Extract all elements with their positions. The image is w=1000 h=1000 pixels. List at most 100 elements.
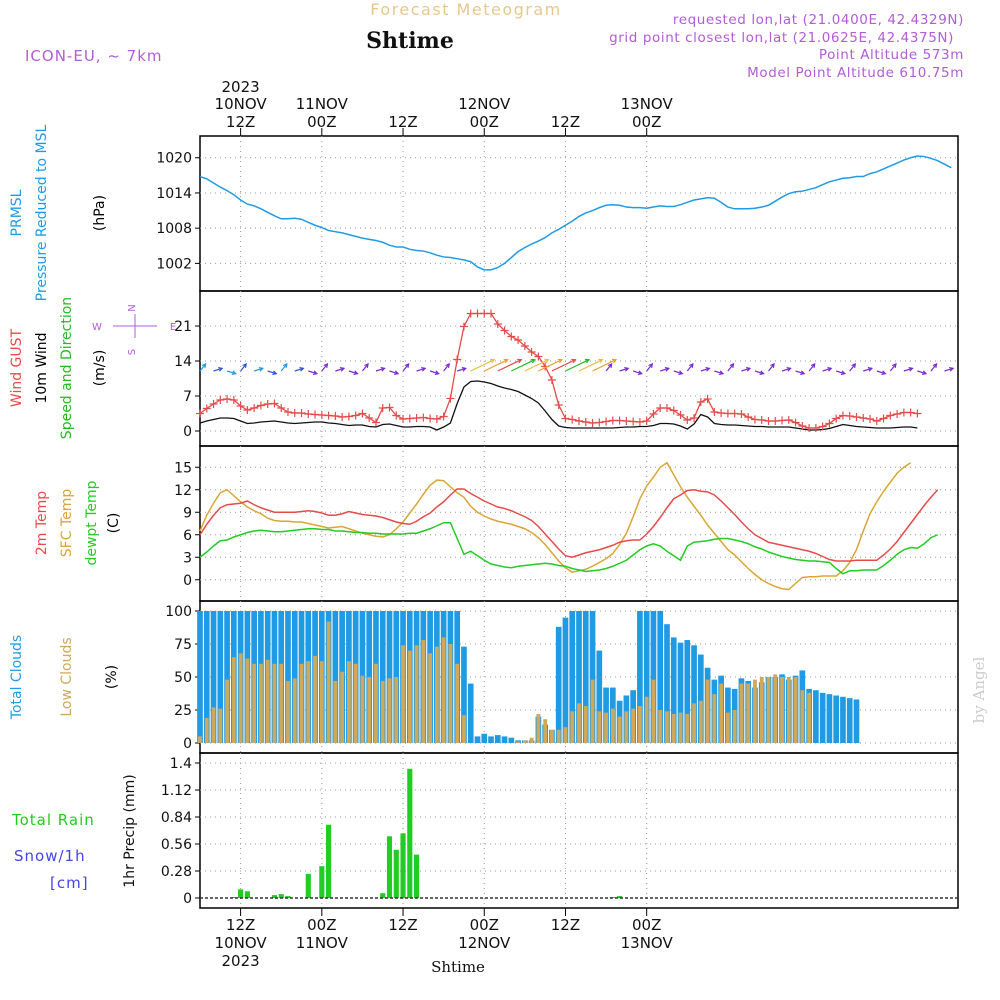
gust-marker — [764, 417, 773, 425]
low-cloud-bar — [563, 727, 568, 743]
gust-marker — [459, 322, 468, 331]
gust-marker — [270, 399, 279, 408]
gust-marker — [879, 414, 888, 423]
wind-direction-arrow — [727, 363, 734, 372]
y-tick-label: 0 — [183, 424, 192, 440]
info-line-1: requested lon,lat (21.0400E, 42.4329N) — [673, 12, 964, 28]
low-cloud-bar — [786, 677, 791, 743]
rain-bar — [413, 854, 420, 898]
low-cloud-bar — [299, 663, 304, 743]
wind-arrow-head — [353, 370, 359, 376]
gust-marker — [277, 404, 286, 412]
gust-marker — [480, 309, 489, 318]
gust-marker — [338, 413, 347, 421]
low-cloud-bar — [346, 661, 351, 743]
low-cloud-bar — [597, 711, 602, 743]
low-cloud-bar — [638, 706, 642, 743]
panel-clouds: 0 25 50 75 100 Total Clouds Low Clouds (%) — [9, 600, 959, 754]
gust-marker — [493, 320, 502, 328]
compass-north: N — [127, 304, 138, 311]
gust-marker — [866, 415, 875, 423]
wind-arrow-head — [404, 362, 410, 368]
low-cloud-bar — [678, 712, 683, 743]
wind-direction-arrow — [795, 370, 805, 375]
y-tick-label: 0.28 — [161, 864, 192, 880]
low-cloud-bar — [604, 712, 608, 743]
low-cloud-bar — [759, 677, 764, 743]
y-tick-label: 0 — [183, 573, 192, 589]
y-tick-label: 0.56 — [161, 837, 192, 853]
gust-marker — [676, 411, 685, 419]
low-cloud-bar — [448, 644, 453, 743]
total-cloud-bar — [657, 611, 664, 743]
wind-direction-arrow — [944, 367, 954, 372]
gust-marker — [730, 409, 739, 418]
gust-marker — [771, 417, 780, 425]
total-cloud-bar — [664, 624, 670, 743]
total-cloud-bar — [589, 611, 596, 743]
total-cloud-bar — [210, 611, 217, 743]
low-cloud-bar — [617, 716, 622, 743]
wind-direction-arrow — [199, 363, 207, 372]
low-cloud-bar — [692, 703, 696, 743]
gust-marker — [818, 422, 827, 431]
low-cloud-bar — [380, 680, 385, 743]
gust-marker — [757, 416, 766, 424]
bottom-tick-hour: 12Z — [551, 916, 580, 934]
gust-marker — [825, 419, 834, 428]
low-cloud-bar — [204, 717, 209, 743]
panel-label: (C) — [106, 513, 122, 534]
rain-bar — [326, 824, 332, 898]
low-cloud-bar — [570, 711, 575, 743]
panel-label: (m/s) — [92, 350, 108, 387]
wind-direction-arrow — [267, 370, 277, 375]
wind-direction-arrow — [930, 363, 937, 372]
gust-marker — [344, 412, 353, 421]
gust-marker — [311, 410, 320, 419]
total-cloud-bar — [819, 692, 826, 743]
wind-arrow-head — [461, 366, 467, 372]
gust-marker — [852, 413, 861, 421]
low-cloud-bar — [367, 677, 372, 743]
low-cloud-bar — [773, 674, 778, 743]
low-cloud-bar — [313, 655, 317, 743]
low-cloud-bar — [306, 661, 311, 743]
low-cloud-bar — [719, 683, 724, 743]
gust-marker — [534, 352, 543, 361]
wind-direction-arrow — [849, 363, 856, 372]
wind-arrow-head — [434, 370, 440, 376]
low-cloud-bar — [279, 663, 284, 743]
wind-arrow-head — [394, 370, 400, 376]
gust-marker — [845, 412, 854, 420]
wind-direction-arrow — [470, 359, 495, 372]
total-cloud-bar — [691, 645, 697, 743]
wind-direction-arrow — [863, 367, 873, 372]
gust-marker — [811, 424, 820, 432]
wind-direction-arrow — [917, 370, 927, 375]
low-cloud-bar — [421, 640, 426, 743]
total-cloud-bar — [840, 696, 846, 743]
low-cloud-bar — [624, 711, 629, 743]
wind-direction-arrow — [348, 370, 358, 375]
bottom-tick-date: 13NOV — [621, 934, 674, 952]
wind-direction-arrow — [646, 363, 653, 372]
low-cloud-bar — [658, 710, 663, 743]
total-cloud-bar — [569, 611, 576, 743]
gust-marker — [514, 336, 523, 344]
low-cloud-bar — [238, 653, 243, 743]
total-cloud-bar — [826, 694, 833, 743]
series-line-sfc_temp — [199, 461, 912, 591]
low-cloud-bar — [550, 729, 554, 743]
y-tick-label: 50 — [174, 670, 192, 686]
low-cloud-bar — [231, 657, 236, 743]
gust-marker — [256, 401, 265, 410]
gust-marker — [243, 406, 252, 414]
gust-marker — [304, 410, 313, 418]
y-tick-label: 21 — [174, 319, 192, 335]
low-cloud-bar — [245, 658, 250, 743]
y-tick-label: 75 — [174, 637, 192, 653]
top-tick-hour: 00Z — [632, 113, 661, 131]
gust-marker — [351, 411, 360, 420]
wind-arrow-head — [648, 362, 654, 368]
gust-marker — [554, 401, 563, 409]
